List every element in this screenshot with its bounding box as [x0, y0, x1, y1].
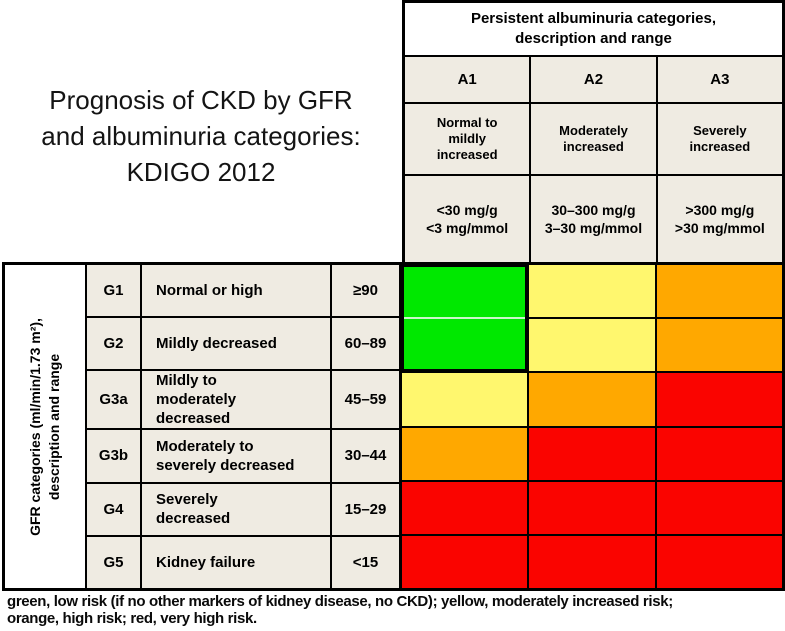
albuminuria-range-line: <30 mg/g	[436, 202, 498, 218]
gfr-code-G4: G4	[87, 483, 140, 535]
gfr-code-G3a: G3a	[87, 371, 140, 429]
legend-caption-line: orange, high risk; red, very high risk.	[7, 610, 257, 627]
albuminuria-code-A3: A3	[657, 57, 782, 102]
risk-cell-G5-A2	[529, 535, 655, 588]
risk-cell-G4-A1	[402, 481, 528, 534]
albuminuria-range-line: 30–300 mg/g	[551, 202, 636, 218]
albuminuria-code-A2: A2	[531, 57, 656, 102]
risk-cell-G4-A2	[529, 481, 655, 534]
albuminuria-range-line: >300 mg/g	[685, 202, 755, 218]
risk-cell-G2-A3	[656, 319, 782, 372]
albuminuria-description-A1: Normal to mildly increased	[405, 104, 530, 174]
gfr-axis-label-cell: GFR categories (ml/min/1.73 m²), descrip…	[5, 265, 85, 588]
albuminuria-table-header: Persistent albuminuria categories, descr…	[405, 3, 782, 55]
legend-caption-line: green, low risk (if no other markers of …	[7, 593, 673, 610]
risk-cell-G3b-A1	[402, 427, 528, 480]
risk-cell-G3a-A3	[656, 373, 782, 426]
gfr-axis-label-line: description and range	[46, 353, 62, 500]
risk-cell-G5-A1	[402, 535, 528, 588]
gfr-range-G2: 60–89	[332, 318, 399, 370]
risk-cell-G3a-A1	[402, 373, 528, 426]
risk-cell-G1-A2	[529, 265, 655, 318]
albuminuria-range-line: <3 mg/mmol	[426, 220, 509, 236]
gfr-description-G3b: Moderately to severely decreased	[142, 430, 330, 482]
legend-caption: green, low risk (if no other markers of …	[7, 593, 673, 627]
gfr-description-G4: Severely decreased	[142, 483, 330, 535]
gfr-description-G1: Normal or high	[142, 265, 330, 317]
risk-cell-G3b-A2	[529, 427, 655, 480]
gfr-description-G3a: Mildly to moderately decreased	[142, 371, 330, 429]
gfr-code-G5: G5	[87, 536, 140, 588]
gfr-description-G2: Mildly decreased	[142, 318, 330, 370]
albuminuria-range-A3: >300 mg/g >30 mg/mmol	[657, 176, 782, 262]
albuminuria-description-A3: Severely increased	[657, 104, 782, 174]
risk-cell-G3a-A2	[529, 373, 655, 426]
gfr-axis-label: GFR categories (ml/min/1.73 m²), descrip…	[8, 269, 82, 585]
gfr-range-G1: ≥90	[332, 265, 399, 317]
albuminuria-range-A2: 30–300 mg/g 3–30 mg/mmol	[531, 176, 656, 262]
risk-cell-G4-A3	[656, 481, 782, 534]
albuminuria-range-A1: <30 mg/g <3 mg/mmol	[405, 176, 530, 262]
gfr-code-G1: G1	[87, 265, 140, 317]
gfr-code-G3b: G3b	[87, 430, 140, 482]
figure-title-line: and albuminuria categories:	[41, 121, 361, 151]
gfr-range-G3b: 30–44	[332, 430, 399, 482]
albuminuria-header-line: Persistent albuminuria categories,	[470, 10, 717, 27]
albuminuria-range-line: >30 mg/mmol	[674, 220, 765, 236]
risk-cell-G5-A3	[656, 535, 782, 588]
gfr-range-G4: 15–29	[332, 483, 399, 535]
gfr-table: GFR categories (ml/min/1.73 m²), descrip…	[2, 262, 402, 591]
gfr-range-G3a: 45–59	[332, 371, 399, 429]
gfr-description-G5: Kidney failure	[142, 536, 330, 588]
albuminuria-description-A2: Moderately increased	[531, 104, 656, 174]
albuminuria-range-line: 3–30 mg/mmol	[544, 220, 643, 236]
gfr-code-G2: G2	[87, 318, 140, 370]
risk-grid	[399, 262, 785, 591]
figure-title-line: KDIGO 2012	[126, 157, 276, 187]
gfr-range-G5: <15	[332, 536, 399, 588]
green-block-divider	[404, 317, 526, 320]
risk-cell-G2-A2	[529, 319, 655, 372]
albuminuria-header-line: description and range	[515, 30, 672, 47]
albuminuria-header-table: Persistent albuminuria categories, descr…	[402, 0, 785, 265]
risk-cell-G1-A3	[656, 265, 782, 318]
figure-title: Prognosis of CKD by GFR and albuminuria …	[0, 82, 402, 190]
figure-title-line: Prognosis of CKD by GFR	[49, 85, 353, 115]
albuminuria-code-A1: A1	[405, 57, 530, 102]
risk-cell-G1-A1	[402, 265, 528, 372]
gfr-axis-label-line: GFR categories (ml/min/1.73 m²),	[27, 317, 43, 536]
risk-cell-G3b-A3	[656, 427, 782, 480]
